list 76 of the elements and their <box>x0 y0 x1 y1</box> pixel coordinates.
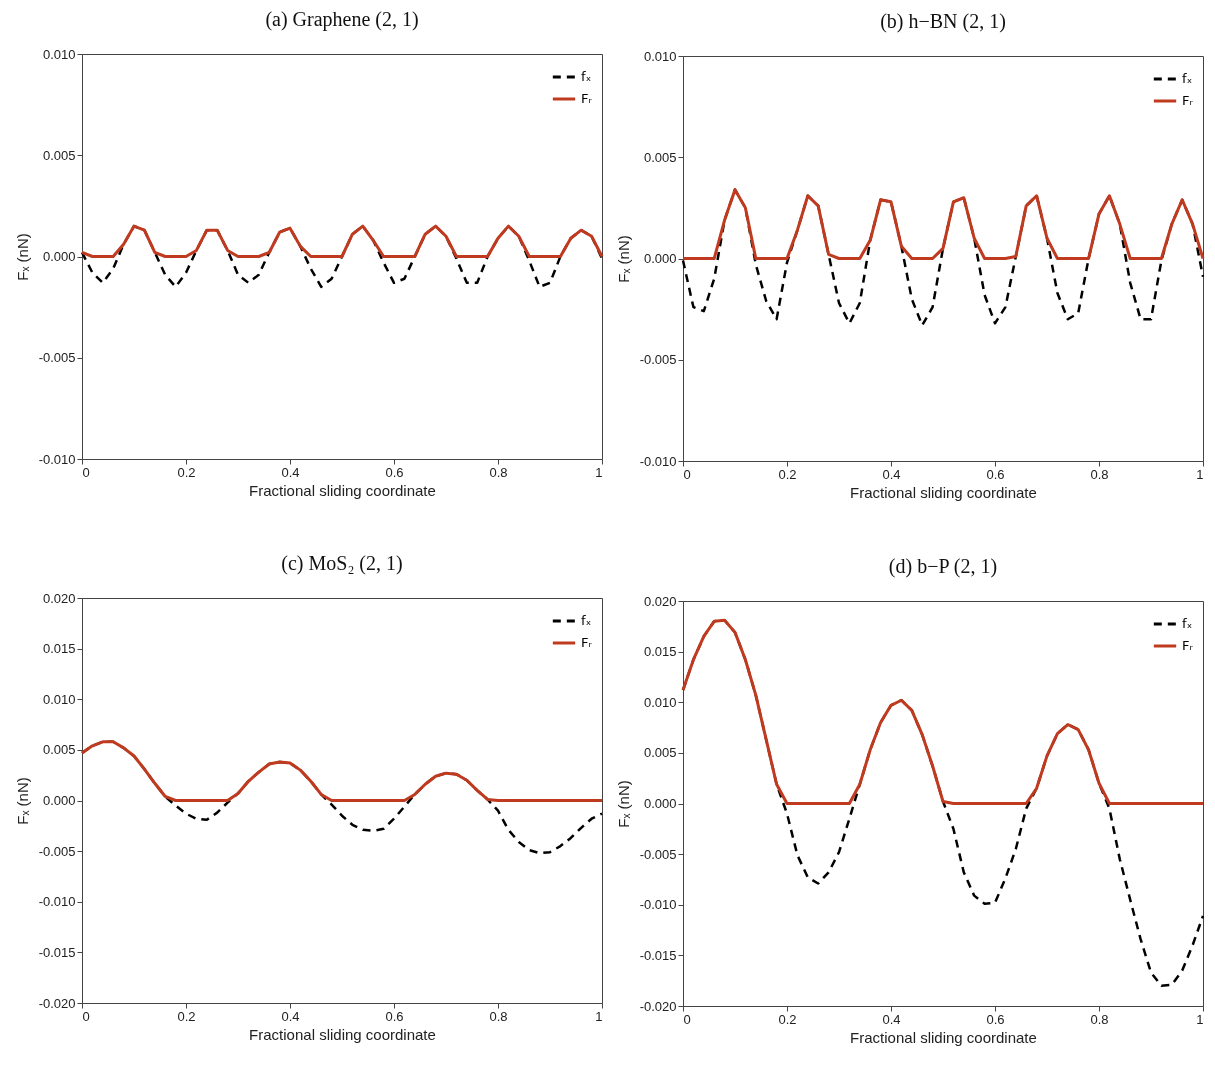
y-tick-label: 0.005 <box>643 745 677 761</box>
y-tick-label: 0.000 <box>643 796 677 811</box>
chart-title: (b) h−BN (2, 1) <box>880 10 1006 33</box>
y-tick-label: -0.005 <box>639 846 677 862</box>
y-tick-label: -0.010 <box>38 451 76 467</box>
x-tick-label: 0.2 <box>177 1008 196 1024</box>
y-axis-title: Fₓ (nN) <box>13 233 31 281</box>
y-tick-label: -0.005 <box>38 350 76 366</box>
y-tick-label: 0.015 <box>42 641 76 657</box>
x-tick-label: 0.4 <box>281 1008 300 1024</box>
legend-label: Fᵣ <box>1182 93 1194 108</box>
x-tick-label: 0 <box>82 464 90 480</box>
y-tick-label: 0.005 <box>42 742 76 758</box>
line-series <box>681 618 1205 805</box>
legend-label: fₓ <box>581 613 592 628</box>
x-tick-label: 0.4 <box>882 466 901 482</box>
y-tick-label: -0.005 <box>38 843 76 859</box>
y-tick-label: 0.010 <box>643 48 677 64</box>
y-tick-label: 0.010 <box>643 694 677 710</box>
line-series <box>681 188 1205 260</box>
y-tick-label: 0.015 <box>643 644 677 660</box>
legend-label: fₓ <box>1182 616 1193 631</box>
x-tick-label: 0.2 <box>177 464 196 480</box>
x-axis-title: Fractional sliding coordinate <box>850 1028 1037 1046</box>
chart-title: (c) MoS₂ (2, 1) <box>281 552 403 575</box>
x-tick-label: 1 <box>595 1008 603 1024</box>
y-tick-label: -0.010 <box>639 897 677 913</box>
x-tick-label: 0.6 <box>385 464 404 480</box>
x-tick-label: 0.6 <box>986 466 1005 482</box>
y-axis-title: Fₓ (nN) <box>614 780 632 828</box>
y-tick-label: 0.005 <box>643 149 677 165</box>
x-tick-label: 1 <box>595 464 603 480</box>
x-tick-label: 0.8 <box>1090 1011 1109 1027</box>
y-tick-label: 0.010 <box>42 46 76 62</box>
x-tick-label: 0.2 <box>778 466 797 482</box>
legend-label: Fᵣ <box>1182 638 1194 653</box>
x-tick-label: 0.4 <box>882 1011 901 1027</box>
legend-label: fₓ <box>1182 71 1193 86</box>
x-tick-label: 0 <box>683 1011 691 1027</box>
line-series <box>80 224 604 258</box>
y-tick-label: 0.000 <box>42 793 76 808</box>
chart-title: (a) Graphene (2, 1) <box>265 8 419 31</box>
y-tick-label: 0.010 <box>42 691 76 707</box>
chart-title: (d) b−P (2, 1) <box>888 555 998 578</box>
y-axis-title: Fₓ (nN) <box>614 235 632 283</box>
y-tick-label: -0.015 <box>38 944 76 960</box>
y-tick-label: -0.010 <box>38 894 76 910</box>
x-tick-label: 0.8 <box>489 464 508 480</box>
x-tick-label: 0.6 <box>385 1008 404 1024</box>
y-tick-label: 0.020 <box>643 593 677 609</box>
x-axis-title: Fractional sliding coordinate <box>850 483 1037 501</box>
x-tick-label: 0.8 <box>1090 466 1109 482</box>
y-tick-label: -0.005 <box>639 352 677 368</box>
x-axis-title: Fractional sliding coordinate <box>249 481 436 499</box>
x-axis-title: Fractional sliding coordinate <box>249 1025 436 1043</box>
legend-label: Fᵣ <box>581 635 593 650</box>
x-tick-label: 1 <box>1196 1011 1204 1027</box>
x-tick-label: 0.4 <box>281 464 300 480</box>
x-tick-label: 0.6 <box>986 1011 1005 1027</box>
y-tick-label: 0.005 <box>42 147 76 163</box>
y-tick-label: -0.020 <box>639 998 677 1014</box>
y-tick-label: -0.010 <box>639 453 677 469</box>
x-tick-label: 0 <box>683 466 691 482</box>
y-axis-title: Fₓ (nN) <box>13 777 31 825</box>
x-tick-label: 1 <box>1196 466 1204 482</box>
y-tick-label: 0.000 <box>42 249 76 264</box>
line-series <box>80 740 604 802</box>
legend-label: Fᵣ <box>581 91 593 106</box>
y-tick-label: -0.020 <box>38 995 76 1011</box>
y-tick-label: 0.020 <box>42 590 76 606</box>
y-tick-label: -0.015 <box>639 947 677 963</box>
x-tick-label: 0.8 <box>489 1008 508 1024</box>
y-tick-label: 0.000 <box>643 251 677 266</box>
x-tick-label: 0.2 <box>778 1011 797 1027</box>
x-tick-label: 0 <box>82 1008 90 1024</box>
legend-label: fₓ <box>581 69 592 84</box>
